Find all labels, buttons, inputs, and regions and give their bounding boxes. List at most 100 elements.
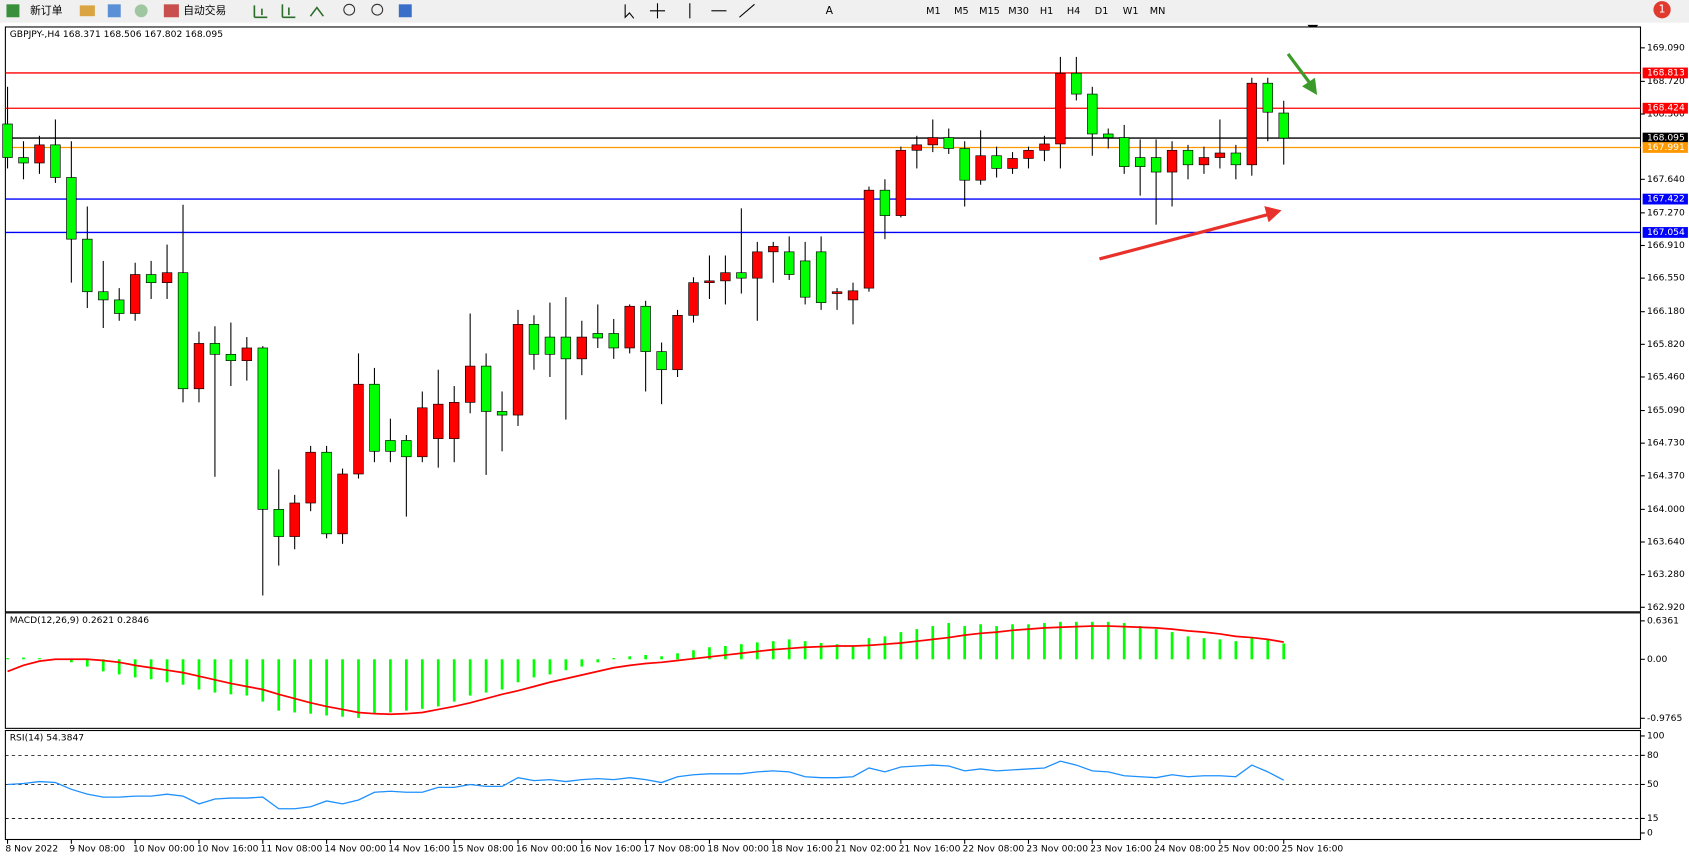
candle-body bbox=[337, 473, 348, 535]
candle-body bbox=[82, 238, 93, 293]
candle-body bbox=[624, 305, 635, 349]
timeframe-button[interactable]: M30 bbox=[1008, 6, 1029, 17]
candle-body bbox=[752, 251, 763, 279]
candle-body bbox=[496, 411, 508, 416]
candle-body bbox=[401, 440, 412, 458]
new-order-icon[interactable] bbox=[6, 4, 20, 18]
toolbar-icon[interactable] bbox=[134, 4, 148, 18]
candle-body bbox=[18, 157, 29, 164]
candle-body bbox=[592, 333, 603, 339]
candle-body bbox=[704, 280, 715, 283]
y-tick-label: 168.720 bbox=[1647, 76, 1685, 87]
candle-body bbox=[289, 502, 300, 537]
timeframe-button[interactable]: D1 bbox=[1095, 6, 1109, 17]
panel-title: GBPJPY-,H4 168.371 168.506 167.802 168.0… bbox=[10, 29, 224, 40]
y-tick-label: 164.730 bbox=[1647, 438, 1685, 449]
auto-trading-button[interactable]: 自动交易 bbox=[183, 4, 226, 17]
candle-body bbox=[369, 383, 380, 452]
timeframe-button[interactable]: M1 bbox=[926, 6, 941, 17]
panel-title: RSI(14) 54.3847 bbox=[10, 733, 85, 744]
zoom-out[interactable] bbox=[371, 3, 384, 16]
y-tick-label: 0.6361 bbox=[1647, 615, 1679, 626]
timeframe-button[interactable]: M5 bbox=[954, 6, 969, 17]
candle-body bbox=[193, 343, 205, 390]
timeframe-button[interactable]: MN bbox=[1150, 6, 1166, 17]
timeframe-button[interactable]: H1 bbox=[1040, 6, 1053, 17]
x-tick-label: 11 Nov 08:00 bbox=[261, 844, 323, 855]
auto-trading-icon[interactable] bbox=[163, 4, 179, 18]
candle-body bbox=[1246, 82, 1257, 166]
y-tick-label: 168.360 bbox=[1647, 109, 1685, 120]
candle-body bbox=[209, 343, 221, 355]
x-tick-label: 16 Nov 00:00 bbox=[516, 844, 578, 855]
timeframe-button[interactable]: H4 bbox=[1067, 6, 1080, 17]
candle-body bbox=[50, 144, 61, 178]
candle-body bbox=[895, 149, 907, 216]
candle-body bbox=[480, 365, 492, 412]
zoom-in[interactable] bbox=[343, 3, 356, 16]
price-label-bg bbox=[1642, 132, 1688, 144]
candle-body bbox=[98, 291, 109, 301]
tile-windows[interactable] bbox=[398, 4, 412, 18]
crosshair-tool[interactable] bbox=[649, 3, 666, 19]
candle-body bbox=[129, 274, 141, 314]
badge-bg[interactable] bbox=[1653, 1, 1671, 19]
candle-body bbox=[720, 272, 731, 282]
x-tick-label: 14 Nov 16:00 bbox=[388, 844, 450, 855]
x-tick-label: 23 Nov 00:00 bbox=[1026, 844, 1088, 855]
annotations bbox=[1099, 52, 1318, 261]
y-tick-label: 169.090 bbox=[1647, 42, 1685, 53]
candle-body bbox=[656, 351, 667, 371]
y-tick-label: 166.550 bbox=[1647, 273, 1685, 284]
y-tick-label: 165.090 bbox=[1647, 405, 1685, 416]
trendline-tool[interactable] bbox=[739, 3, 755, 18]
x-tick-label: 17 Nov 08:00 bbox=[643, 844, 705, 855]
candle-body bbox=[1055, 72, 1066, 145]
toolbar: 新订单 自动交易 A 1 bbox=[0, 0, 1689, 32]
candle-body bbox=[34, 144, 45, 164]
y-tick-label: 167.270 bbox=[1647, 207, 1685, 218]
rsi-panel bbox=[4, 729, 1642, 841]
timeframe-button[interactable]: M15 bbox=[979, 6, 1000, 17]
toolbar-icon[interactable] bbox=[79, 5, 95, 17]
x-tick-label: 8 Nov 2022 bbox=[5, 844, 58, 855]
y-tick-label: 163.280 bbox=[1647, 569, 1685, 580]
candle-body bbox=[257, 347, 268, 510]
price-panel bbox=[4, 26, 1642, 613]
candle-body bbox=[544, 336, 556, 355]
x-tick-label: 23 Nov 16:00 bbox=[1090, 844, 1152, 855]
notification-badge[interactable]: 1 bbox=[1659, 3, 1666, 16]
candle-body bbox=[353, 383, 364, 475]
candle-body bbox=[1166, 149, 1178, 173]
panel-title: MACD(12,26,9) 0.2621 0.2846 bbox=[10, 615, 150, 626]
candle-body bbox=[784, 251, 795, 275]
price-label-bg bbox=[1642, 227, 1688, 238]
candle-body bbox=[847, 290, 859, 301]
green-arrow bbox=[1286, 52, 1312, 86]
candle-body bbox=[799, 260, 811, 298]
toolbar-icon[interactable] bbox=[107, 4, 121, 18]
y-tick-label: 0 bbox=[1647, 827, 1653, 838]
x-tick-label: 14 Nov 00:00 bbox=[324, 844, 386, 855]
candle-body bbox=[145, 274, 157, 283]
candle-body bbox=[688, 282, 699, 316]
chart-tools[interactable] bbox=[253, 4, 325, 19]
cursor-tool[interactable] bbox=[624, 4, 635, 19]
new-order-button[interactable]: 新订单 bbox=[30, 4, 63, 17]
candle-body bbox=[114, 299, 125, 314]
price-label: 167.422 bbox=[1647, 194, 1685, 205]
candle-body bbox=[831, 291, 843, 294]
candle-body bbox=[1278, 112, 1289, 139]
candle-body bbox=[385, 440, 396, 452]
candle-body bbox=[1087, 93, 1098, 135]
y-tick-label: 165.460 bbox=[1647, 371, 1685, 382]
rsi-line bbox=[7, 760, 1285, 810]
y-tick-label: 164.000 bbox=[1647, 504, 1685, 515]
candle-body bbox=[1230, 152, 1242, 166]
y-tick-label: 162.920 bbox=[1647, 602, 1685, 613]
timeframe-button[interactable]: W1 bbox=[1123, 6, 1139, 17]
text-tool[interactable]: A bbox=[826, 4, 834, 17]
candle-body bbox=[1214, 152, 1226, 158]
price-label-bg bbox=[1642, 142, 1688, 153]
